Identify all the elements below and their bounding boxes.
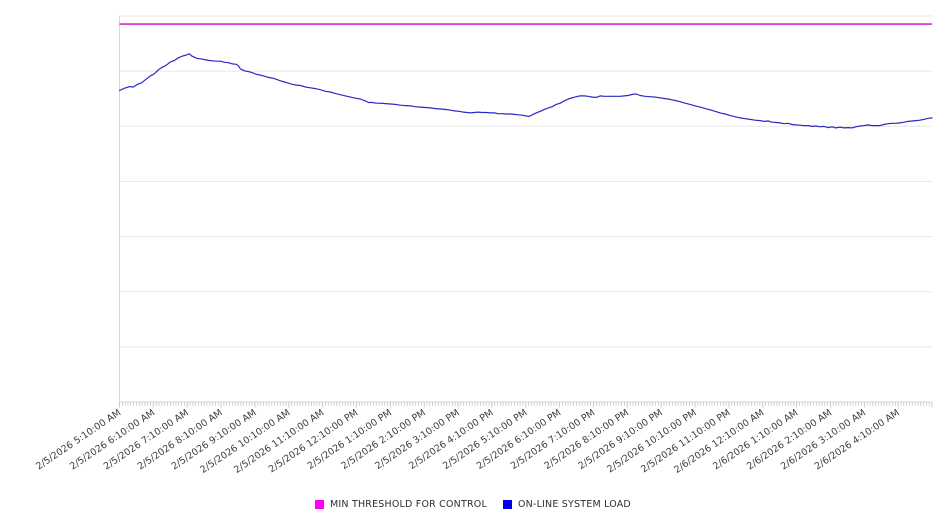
legend-label-system-load: ON-LINE SYSTEM LOAD [517, 499, 631, 510]
chart-gridlines [119, 15, 932, 348]
legend-label-min-threshold: MIN THRESHOLD FOR CONTROL [330, 499, 487, 510]
system-load-line-chart: 2/5/2026 5:10:00 AM2/5/2026 6:10:00 AM2/… [34, 15, 933, 476]
chart-axes [119, 16, 932, 403]
online-system-load-line [118, 53, 933, 129]
chart-legend: MIN THRESHOLD FOR CONTROL ON-LINE SYSTEM… [0, 499, 946, 510]
legend-item-min-threshold: MIN THRESHOLD FOR CONTROL [315, 499, 487, 510]
threshold-legend-swatch-icon [315, 500, 325, 509]
x-axis-ticks [119, 402, 933, 408]
legend-item-system-load: ON-LINE SYSTEM LOAD [502, 499, 631, 510]
load-legend-swatch-icon [502, 500, 512, 509]
x-axis-labels: 2/5/2026 5:10:00 AM2/5/2026 6:10:00 AM2/… [34, 407, 902, 475]
